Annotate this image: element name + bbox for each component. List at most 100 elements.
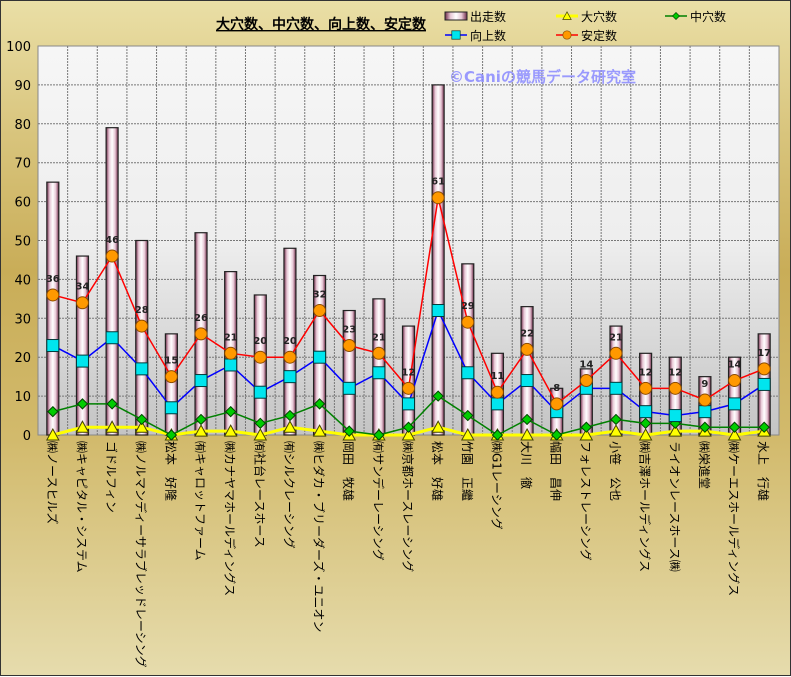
data-point [550, 397, 564, 411]
data-point [105, 249, 119, 263]
data-point [431, 191, 445, 205]
data-point [76, 398, 89, 410]
data-point [758, 421, 770, 433]
data-point [135, 319, 149, 333]
data-label: 21 [372, 332, 386, 343]
data-point [462, 409, 474, 422]
data-label: 20 [283, 336, 297, 347]
x-tick-label: ㈱京都ホースレーシング [401, 441, 415, 572]
data-label: 26 [194, 313, 208, 324]
x-tick-label: ㈱ケーエスホールディングス [727, 441, 742, 596]
data-point [106, 398, 118, 410]
legend-marker [672, 12, 680, 20]
data-point [224, 346, 238, 360]
legend-item: 中穴数 [665, 9, 726, 24]
y-tick-label: 50 [14, 235, 31, 250]
data-point [372, 366, 386, 380]
data-point [609, 424, 623, 437]
data-point [342, 339, 356, 353]
x-tick-label: ㈲サンデーレーシング [371, 441, 386, 561]
watermark: ©Caniの競馬データ研究室 [449, 68, 636, 86]
data-point [136, 413, 148, 426]
x-tick-label: フォレストレーシング [578, 441, 592, 561]
x-tick-label: 小笹 公也 [608, 441, 622, 501]
data-label: 11 [490, 371, 504, 382]
x-tick-label: ゴドルフィン [104, 441, 119, 513]
series-4: 36 34 46 28 15 26 21 20 20 32 23 21 12 61 29 11 22 8 14 21 1… [46, 177, 771, 411]
y-tick-label: 0 [23, 429, 31, 444]
data-label: 21 [609, 332, 623, 343]
data-point [668, 381, 682, 395]
data-point [283, 370, 297, 384]
x-axis-labels: ㈱ノースヒルズ ㈱キャピタル・システム ゴドルフィン ㈱ノルマンディーサラブレッドレー… [45, 441, 771, 668]
bar [46, 181, 60, 436]
x-tick-label: 岡田 牧雄 [341, 441, 356, 501]
data-label: 29 [461, 301, 475, 312]
series-lines: 36 34 46 28 15 26 21 20 20 32 23 21 12 61 29 11 22 8 14 21 1… [45, 177, 771, 441]
data-point [609, 346, 623, 360]
series-3 [46, 304, 771, 423]
data-label: 28 [135, 305, 149, 316]
x-tick-label: 竹園 正繼 [460, 441, 474, 501]
x-tick-label: 幅田 昌伸 [549, 441, 564, 501]
data-point [46, 288, 60, 302]
data-point [461, 366, 475, 380]
data-point [520, 342, 534, 356]
data-point [520, 374, 534, 388]
x-tick-label: ㈱栄進堂 [697, 441, 711, 489]
data-label: 8 [553, 383, 560, 394]
x-tick-label: ㈱ヒダカ・ブリーダーズ・ユニオン [312, 441, 327, 632]
y-tick-label: 20 [14, 351, 31, 366]
data-point [580, 421, 593, 433]
data-point [550, 429, 563, 441]
bar [135, 239, 149, 436]
data-point [105, 420, 119, 433]
data-point [164, 370, 178, 384]
data-label: 14 [579, 360, 593, 371]
y-tick-label: 100 [6, 40, 31, 55]
data-point [373, 429, 385, 441]
x-tick-label: ㈲シルクレーシング [282, 441, 296, 549]
data-point [372, 346, 386, 360]
data-label: 36 [46, 274, 60, 285]
data-point [610, 413, 622, 426]
data-point [639, 405, 653, 419]
data-point [284, 409, 296, 422]
data-point [46, 339, 60, 353]
bar [283, 247, 297, 436]
data-point [313, 350, 327, 364]
data-point [253, 385, 267, 399]
data-point [75, 296, 89, 310]
data-label: 21 [224, 332, 238, 343]
data-point [728, 421, 741, 433]
data-label: 12 [668, 367, 682, 378]
y-axis-ticks: 0 10 20 30 40 50 60 70 80 90 100 [6, 40, 31, 444]
legend-item: 大穴数 [556, 9, 617, 24]
data-point [668, 424, 683, 437]
x-tick-label: ㈱吉澤ホールディングス [638, 441, 653, 572]
data-point [579, 427, 594, 441]
data-point [253, 427, 268, 441]
data-point [728, 374, 742, 388]
data-point [579, 374, 593, 388]
data-point [135, 362, 149, 376]
y-tick-label: 70 [14, 157, 31, 172]
legend-label: 向上数 [470, 28, 506, 43]
data-point [165, 429, 178, 441]
data-point [698, 405, 712, 419]
data-point [75, 354, 89, 368]
data-label: 22 [520, 328, 534, 339]
legend-item: 安定数 [556, 28, 617, 43]
gridlines [38, 46, 779, 435]
data-label: 32 [313, 290, 327, 301]
x-tick-label: ㈲社台レースホース [252, 441, 267, 548]
data-label: 61 [431, 177, 445, 188]
legend-label: 出走数 [470, 9, 506, 24]
data-point [342, 381, 356, 395]
data-point [639, 381, 653, 395]
data-point [727, 427, 742, 441]
data-point [45, 427, 60, 441]
